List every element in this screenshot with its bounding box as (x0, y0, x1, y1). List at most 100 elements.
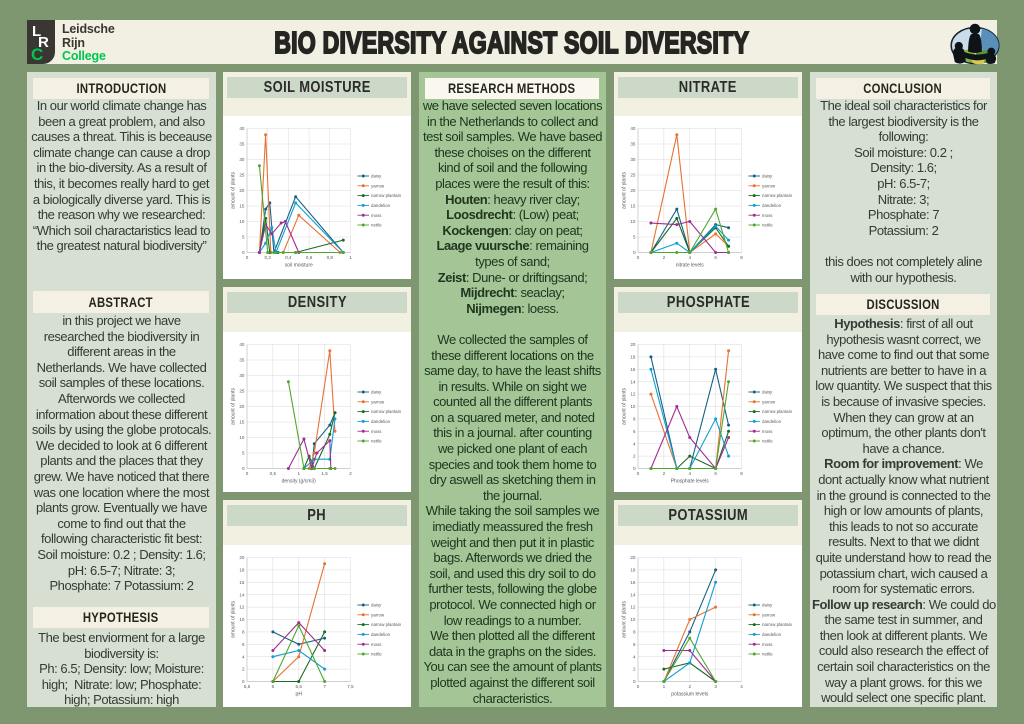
svg-text:4: 4 (242, 654, 245, 659)
svg-text:15: 15 (239, 204, 245, 209)
svg-text:pH: pH (296, 692, 303, 698)
svg-text:15: 15 (239, 420, 245, 425)
svg-text:6: 6 (633, 429, 636, 434)
svg-text:amount of plants: amount of plants (622, 388, 628, 425)
svg-text:6: 6 (714, 255, 717, 260)
svg-text:6: 6 (714, 471, 717, 476)
svg-text:moss: moss (762, 429, 773, 434)
svg-text:1: 1 (297, 471, 300, 476)
svg-text:3: 3 (714, 684, 717, 689)
svg-text:4: 4 (688, 471, 691, 476)
svg-text:20: 20 (239, 188, 245, 193)
svg-text:2: 2 (633, 667, 636, 672)
svg-text:0,8: 0,8 (327, 255, 334, 260)
svg-text:narrow plantain: narrow plantain (762, 193, 793, 198)
svg-text:30: 30 (630, 157, 636, 162)
svg-text:nitrate levels: nitrate levels (676, 263, 705, 269)
svg-text:2: 2 (663, 471, 666, 476)
svg-text:amount of plants: amount of plants (622, 601, 628, 638)
svg-text:20: 20 (630, 555, 636, 560)
svg-text:narrow plantain: narrow plantain (371, 622, 402, 627)
svg-text:0: 0 (246, 471, 249, 476)
svg-text:8: 8 (740, 255, 743, 260)
svg-text:0,5: 0,5 (270, 471, 277, 476)
svg-text:5,5: 5,5 (244, 684, 251, 689)
svg-text:8: 8 (633, 630, 636, 635)
svg-text:density (g/cm3): density (g/cm3) (282, 479, 317, 485)
svg-text:5: 5 (633, 235, 636, 240)
svg-text:dandelion: dandelion (371, 203, 391, 208)
svg-text:25: 25 (239, 389, 245, 394)
svg-text:0: 0 (633, 250, 636, 255)
svg-text:30: 30 (239, 373, 245, 378)
svg-text:18: 18 (239, 568, 245, 573)
svg-text:10: 10 (239, 617, 245, 622)
svg-text:0: 0 (242, 466, 245, 471)
svg-text:1: 1 (349, 255, 352, 260)
svg-text:18: 18 (630, 568, 636, 573)
svg-text:6: 6 (633, 642, 636, 647)
svg-text:2: 2 (663, 255, 666, 260)
svg-text:nettle: nettle (762, 439, 773, 444)
svg-text:amount of plants: amount of plants (231, 601, 237, 638)
svg-text:daisy: daisy (371, 603, 382, 608)
svg-text:4: 4 (688, 255, 691, 260)
svg-text:16: 16 (630, 580, 636, 585)
svg-text:0,2: 0,2 (265, 255, 272, 260)
svg-text:10: 10 (239, 219, 245, 224)
svg-text:18: 18 (630, 355, 636, 360)
svg-text:moss: moss (762, 642, 773, 647)
svg-text:12: 12 (239, 605, 245, 610)
svg-text:40: 40 (630, 126, 636, 131)
svg-text:0: 0 (242, 679, 245, 684)
svg-text:soil moisture: soil moisture (285, 263, 313, 269)
svg-text:40: 40 (239, 342, 245, 347)
svg-text:nettle: nettle (762, 223, 773, 228)
svg-text:20: 20 (630, 342, 636, 347)
svg-text:14: 14 (239, 592, 245, 597)
svg-text:dandelion: dandelion (762, 419, 782, 424)
svg-text:daisy: daisy (762, 603, 773, 608)
svg-text:6: 6 (272, 684, 275, 689)
svg-text:35: 35 (239, 142, 245, 147)
svg-text:20: 20 (239, 555, 245, 560)
svg-text:4: 4 (633, 654, 636, 659)
svg-text:0: 0 (637, 471, 640, 476)
svg-text:narrow plantain: narrow plantain (371, 193, 402, 198)
svg-text:2: 2 (633, 454, 636, 459)
svg-text:20: 20 (630, 188, 636, 193)
svg-text:narrow plantain: narrow plantain (762, 409, 793, 414)
svg-text:2: 2 (242, 667, 245, 672)
svg-text:16: 16 (239, 580, 245, 585)
svg-text:amount of plants: amount of plants (231, 172, 237, 209)
svg-text:Phosphate levels: Phosphate levels (671, 479, 710, 485)
svg-text:amount of plants: amount of plants (622, 172, 628, 209)
svg-text:amount of plants: amount of plants (231, 388, 237, 425)
svg-text:moss: moss (371, 642, 382, 647)
svg-text:35: 35 (239, 358, 245, 363)
svg-text:10: 10 (630, 219, 636, 224)
svg-text:moss: moss (371, 429, 382, 434)
svg-text:7: 7 (323, 684, 326, 689)
svg-text:25: 25 (239, 173, 245, 178)
svg-text:narrow plantain: narrow plantain (371, 409, 402, 414)
svg-text:daisy: daisy (762, 174, 773, 179)
svg-text:yarrow: yarrow (762, 612, 776, 617)
svg-text:0: 0 (637, 255, 640, 260)
svg-text:10: 10 (239, 435, 245, 440)
svg-text:16: 16 (630, 367, 636, 372)
svg-text:10: 10 (630, 404, 636, 409)
svg-text:daisy: daisy (762, 390, 773, 395)
svg-text:35: 35 (630, 142, 636, 147)
svg-text:nettle: nettle (762, 652, 773, 657)
svg-text:daisy: daisy (371, 174, 382, 179)
svg-text:5: 5 (242, 451, 245, 456)
svg-text:yarrow: yarrow (371, 399, 385, 404)
svg-text:nettle: nettle (371, 439, 382, 444)
svg-text:yarrow: yarrow (762, 399, 776, 404)
svg-text:12: 12 (630, 392, 636, 397)
svg-text:dandelion: dandelion (762, 632, 782, 637)
svg-text:6: 6 (242, 642, 245, 647)
svg-text:yarrow: yarrow (762, 183, 776, 188)
svg-text:2: 2 (688, 684, 691, 689)
